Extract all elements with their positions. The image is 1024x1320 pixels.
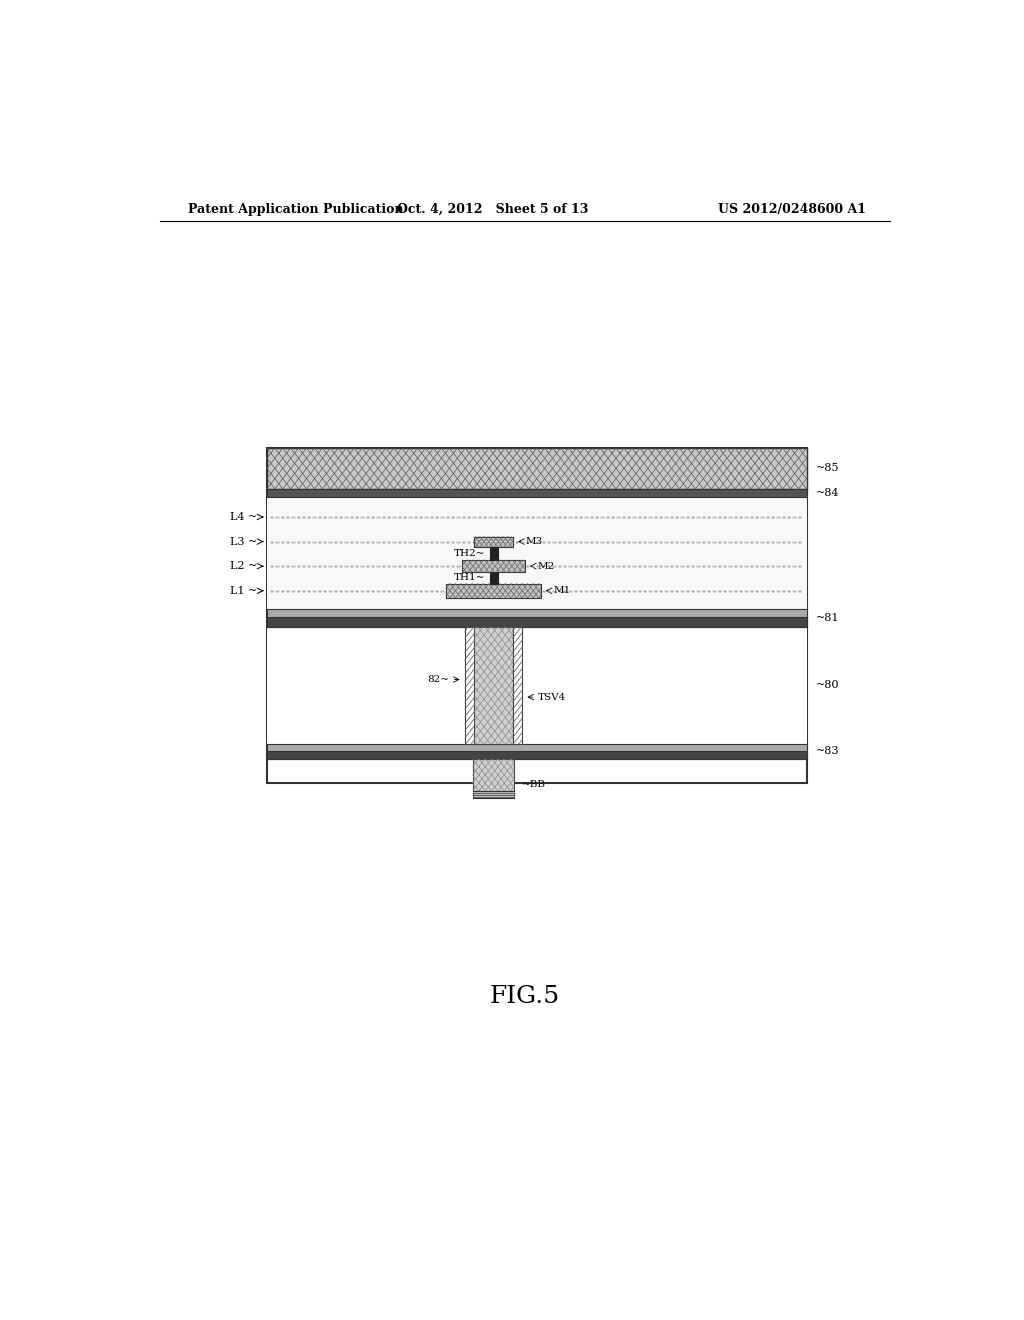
Bar <box>445 583 541 598</box>
Text: FIG.5: FIG.5 <box>489 986 560 1008</box>
Text: Oct. 4, 2012   Sheet 5 of 13: Oct. 4, 2012 Sheet 5 of 13 <box>397 203 589 215</box>
Text: ~BB: ~BB <box>522 780 546 788</box>
Text: Patent Application Publication: Patent Application Publication <box>187 203 403 215</box>
Bar <box>267 751 807 759</box>
Bar <box>267 609 807 627</box>
Bar <box>267 496 807 609</box>
Bar <box>267 616 807 627</box>
Text: L2 ~: L2 ~ <box>230 561 257 572</box>
Text: TH2~: TH2~ <box>455 549 485 558</box>
Bar <box>267 447 807 784</box>
Bar <box>473 791 514 797</box>
Text: L3 ~: L3 ~ <box>230 537 257 546</box>
Bar <box>465 627 474 744</box>
Bar <box>267 609 807 616</box>
Text: TH1~: TH1~ <box>455 573 485 582</box>
Text: ~80: ~80 <box>816 680 840 690</box>
Bar <box>473 759 514 791</box>
Bar <box>513 627 522 744</box>
Bar <box>267 744 807 751</box>
Text: ~85: ~85 <box>816 463 840 474</box>
Bar <box>267 744 807 759</box>
Text: ~81: ~81 <box>816 612 840 623</box>
Text: TSV4: TSV4 <box>538 693 566 702</box>
Bar <box>462 560 525 573</box>
Text: US 2012/0248600 A1: US 2012/0248600 A1 <box>718 203 866 215</box>
Text: M2: M2 <box>538 562 554 570</box>
Bar <box>489 573 498 583</box>
Text: M1: M1 <box>553 586 570 595</box>
Text: 82~: 82~ <box>427 675 450 684</box>
Bar <box>489 546 498 560</box>
Bar <box>474 627 513 744</box>
Bar <box>474 536 513 546</box>
Text: ~83: ~83 <box>816 747 840 756</box>
Text: ~84: ~84 <box>816 488 840 498</box>
Bar <box>267 488 807 496</box>
Bar <box>267 447 807 488</box>
Text: M3: M3 <box>525 537 543 546</box>
Text: L1 ~: L1 ~ <box>230 586 257 595</box>
Bar <box>267 627 807 744</box>
Text: L4 ~: L4 ~ <box>230 512 257 521</box>
